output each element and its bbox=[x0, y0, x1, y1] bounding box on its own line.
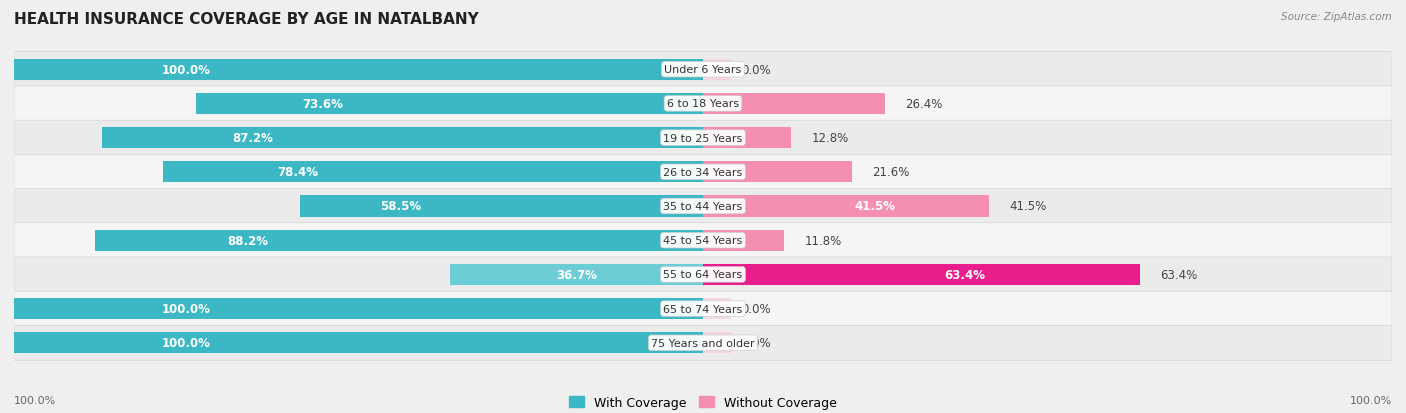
Bar bbox=[703, 196, 988, 217]
FancyBboxPatch shape bbox=[14, 257, 1392, 292]
Text: 45 to 54 Years: 45 to 54 Years bbox=[664, 236, 742, 246]
Bar bbox=[703, 230, 785, 251]
Bar bbox=[703, 128, 792, 149]
Text: 41.5%: 41.5% bbox=[1010, 200, 1047, 213]
Bar bbox=[703, 94, 884, 115]
FancyBboxPatch shape bbox=[14, 189, 1392, 224]
Text: 73.6%: 73.6% bbox=[302, 97, 343, 111]
Text: 63.4%: 63.4% bbox=[945, 268, 986, 281]
FancyBboxPatch shape bbox=[14, 121, 1392, 156]
Text: 100.0%: 100.0% bbox=[162, 337, 211, 349]
FancyBboxPatch shape bbox=[14, 52, 1392, 88]
Text: 6 to 18 Years: 6 to 18 Years bbox=[666, 99, 740, 109]
Text: 36.7%: 36.7% bbox=[557, 268, 598, 281]
Text: HEALTH INSURANCE COVERAGE BY AGE IN NATALBANY: HEALTH INSURANCE COVERAGE BY AGE IN NATA… bbox=[14, 12, 479, 27]
Text: Source: ZipAtlas.com: Source: ZipAtlas.com bbox=[1281, 12, 1392, 22]
Bar bbox=[195, 94, 703, 115]
Text: 11.8%: 11.8% bbox=[806, 234, 842, 247]
Text: 100.0%: 100.0% bbox=[14, 395, 56, 405]
Text: 26.4%: 26.4% bbox=[905, 97, 943, 111]
Text: 88.2%: 88.2% bbox=[226, 234, 267, 247]
Bar bbox=[299, 196, 703, 217]
Text: 35 to 44 Years: 35 to 44 Years bbox=[664, 202, 742, 211]
Text: 63.4%: 63.4% bbox=[1160, 268, 1198, 281]
Text: Under 6 Years: Under 6 Years bbox=[665, 65, 741, 75]
Bar bbox=[703, 59, 731, 81]
Text: 75 Years and older: 75 Years and older bbox=[651, 338, 755, 348]
Legend: With Coverage, Without Coverage: With Coverage, Without Coverage bbox=[564, 391, 842, 413]
Text: 21.6%: 21.6% bbox=[873, 166, 910, 179]
Text: 58.5%: 58.5% bbox=[380, 200, 422, 213]
Text: 100.0%: 100.0% bbox=[162, 302, 211, 316]
Bar bbox=[103, 128, 703, 149]
FancyBboxPatch shape bbox=[14, 223, 1392, 258]
Bar bbox=[14, 298, 703, 319]
Text: 63.4%: 63.4% bbox=[1160, 268, 1198, 281]
Text: 19 to 25 Years: 19 to 25 Years bbox=[664, 133, 742, 143]
Text: 41.5%: 41.5% bbox=[1010, 200, 1047, 213]
Text: 100.0%: 100.0% bbox=[1350, 395, 1392, 405]
Text: 0.0%: 0.0% bbox=[741, 302, 770, 316]
Text: 0.0%: 0.0% bbox=[741, 64, 770, 76]
FancyBboxPatch shape bbox=[14, 325, 1392, 361]
Bar bbox=[96, 230, 703, 251]
Text: 41.5%: 41.5% bbox=[853, 200, 896, 213]
Text: 26 to 34 Years: 26 to 34 Years bbox=[664, 167, 742, 177]
Text: 100.0%: 100.0% bbox=[162, 64, 211, 76]
FancyBboxPatch shape bbox=[14, 155, 1392, 190]
FancyBboxPatch shape bbox=[14, 87, 1392, 121]
Text: 0.0%: 0.0% bbox=[741, 337, 770, 349]
Bar bbox=[703, 264, 1140, 285]
Bar bbox=[450, 264, 703, 285]
Bar bbox=[703, 332, 731, 354]
FancyBboxPatch shape bbox=[14, 292, 1392, 326]
Text: 65 to 74 Years: 65 to 74 Years bbox=[664, 304, 742, 314]
Bar bbox=[14, 59, 703, 81]
Text: 78.4%: 78.4% bbox=[277, 166, 318, 179]
Bar bbox=[163, 162, 703, 183]
Text: 55 to 64 Years: 55 to 64 Years bbox=[664, 270, 742, 280]
Text: 12.8%: 12.8% bbox=[811, 132, 849, 145]
Text: 87.2%: 87.2% bbox=[232, 132, 273, 145]
Bar bbox=[703, 162, 852, 183]
Bar bbox=[14, 332, 703, 354]
Bar bbox=[703, 298, 731, 319]
